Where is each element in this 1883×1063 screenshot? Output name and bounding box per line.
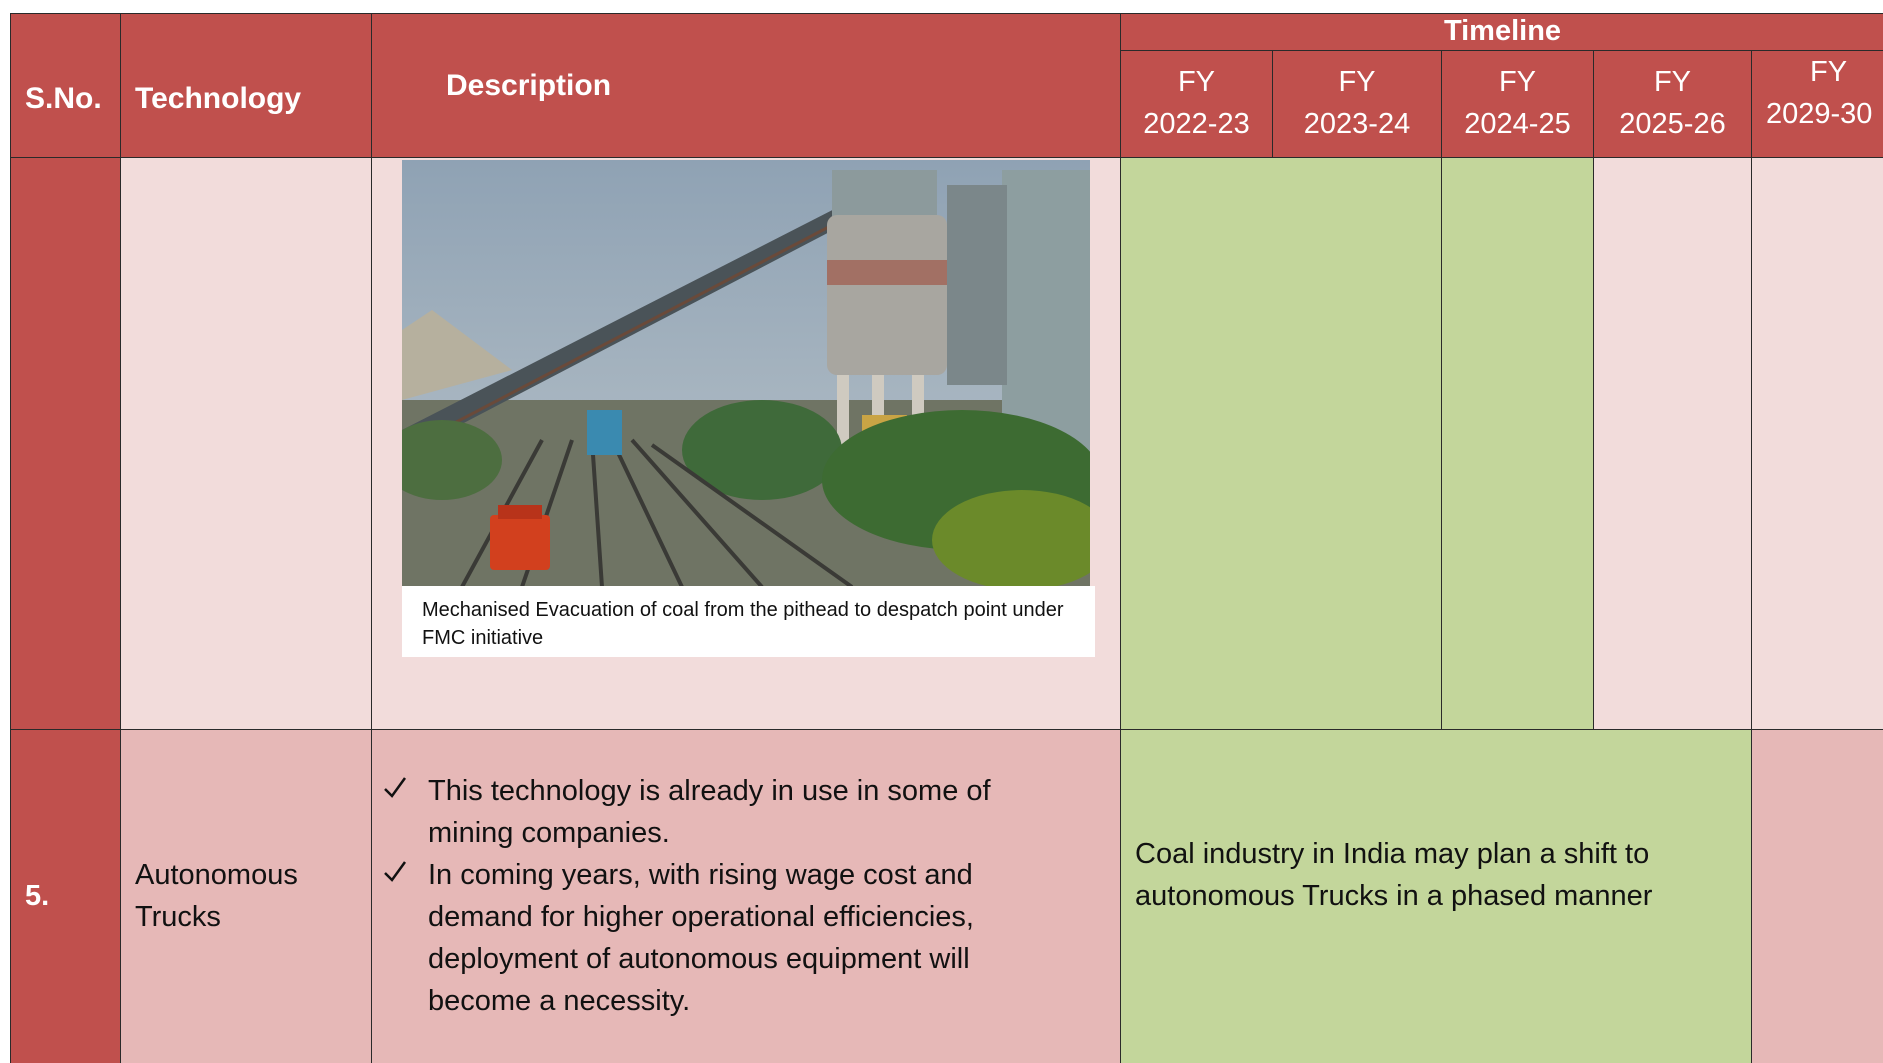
- check-icon: [382, 775, 408, 801]
- year-line: 2024-25: [1442, 103, 1593, 145]
- cell: Autonomous Trucks: [120, 729, 372, 1063]
- cell: This technology is already in use in som…: [371, 729, 1121, 1063]
- cell: [10, 157, 121, 730]
- header-timeline: Timeline: [1121, 14, 1883, 48]
- year-cell: FY 2022-23: [1120, 50, 1273, 158]
- header-cell: Timeline: [1120, 13, 1883, 51]
- check-icon: [382, 859, 408, 885]
- page: S.No. Technology Description Timeline FY…: [0, 0, 1883, 1063]
- cell: [1120, 157, 1442, 730]
- cell: Coal industry in India may plan a shift …: [1120, 729, 1752, 1063]
- image-caption: Mechanised Evacuation of coal from the p…: [402, 586, 1095, 657]
- cell: 5.: [10, 729, 121, 1063]
- timeline-note: Coal industry in India may plan a shift …: [1135, 833, 1735, 917]
- cell: [1441, 157, 1594, 730]
- technology: Autonomous Trucks: [135, 854, 335, 938]
- year-line: FY: [1594, 61, 1751, 103]
- header-cell: S.No.: [10, 13, 121, 158]
- header-cell: Description: [371, 13, 1121, 158]
- photo: [402, 160, 1090, 587]
- bullet: In coming years, with rising wage cost a…: [428, 854, 1068, 1022]
- year-line: 2025-26: [1594, 103, 1751, 145]
- header-technology: Technology: [135, 82, 301, 116]
- cell: [1593, 157, 1752, 730]
- year-line: 2022-23: [1121, 103, 1272, 145]
- year-cell: FY 2024-25: [1441, 50, 1594, 158]
- year-line: FY: [1766, 51, 1883, 93]
- year-line: FY: [1442, 61, 1593, 103]
- year-line: FY: [1273, 61, 1441, 103]
- header-sno: S.No.: [25, 82, 102, 116]
- cell: [1751, 157, 1883, 730]
- year-line: 2029-30: [1766, 93, 1883, 135]
- header-cell: Technology: [120, 13, 372, 158]
- cell: [1751, 729, 1883, 1063]
- year-cell: FY 2025-26: [1593, 50, 1752, 158]
- sno: 5.: [25, 880, 49, 913]
- bullet: This technology is already in use in som…: [428, 770, 1068, 854]
- year-cell: FY 2029-30: [1751, 50, 1883, 158]
- year-line: FY: [1121, 61, 1272, 103]
- year-cell: FY 2023-24: [1272, 50, 1442, 158]
- cell: [120, 157, 372, 730]
- header-description: Description: [446, 69, 611, 103]
- year-line: 2023-24: [1273, 103, 1441, 145]
